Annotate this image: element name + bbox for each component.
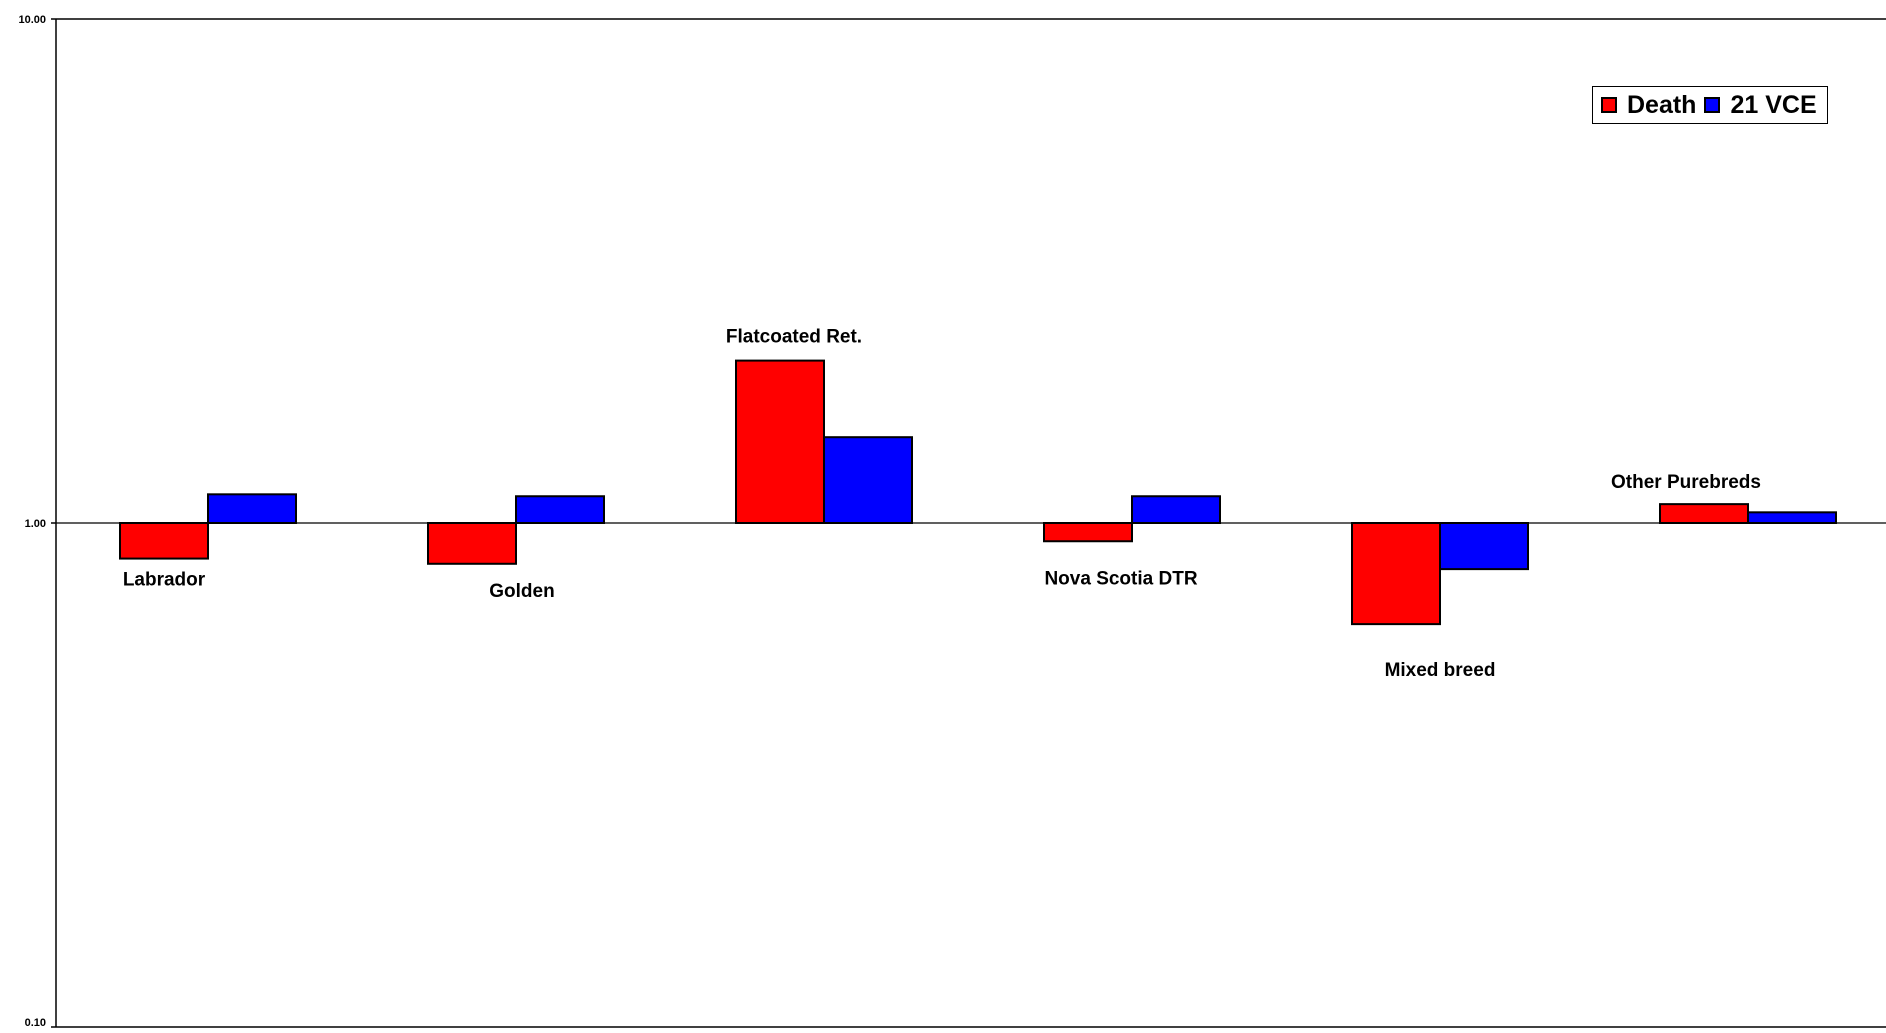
bar-death-flatcoated-ret- [735, 359, 825, 524]
bar-21-vce-flatcoated-ret- [823, 436, 913, 525]
bar-death-other-purebreds [1659, 503, 1749, 525]
category-label-mixed-breed: Mixed breed [1385, 660, 1496, 681]
axes-layer: 10.00 1.00 0.10 [18, 14, 1886, 1029]
bar-death-nova-scotia-dtr [1043, 522, 1133, 543]
category-labels-layer: Labrador Golden Flatcoated Ret. Nova Scotia… [123, 327, 1761, 682]
category-label-golden: Golden [489, 581, 554, 602]
bar-death-labrador [119, 522, 209, 560]
y-tick-label: 1.00 [25, 518, 46, 530]
legend-item-death: Death [1601, 91, 1696, 120]
bar-21-vce-labrador [207, 493, 297, 524]
bar-21-vce-mixed-breed [1439, 522, 1529, 571]
y-tick-label: 0.10 [25, 1017, 46, 1028]
legend-label-death: Death [1627, 90, 1697, 119]
legend-item-21-vce: 21 VCE [1704, 90, 1817, 120]
bar-death-golden [427, 522, 517, 565]
bar-21-vce-nova-scotia-dtr [1131, 495, 1221, 525]
death-swatch-icon [1601, 97, 1617, 113]
y-tick-label: 10.00 [18, 14, 46, 26]
legend: Death 21 VCE [1592, 86, 1828, 124]
category-label-nova-scotia-dtr: Nova Scotia DTR [1044, 568, 1197, 589]
21-vce-swatch-icon [1704, 97, 1721, 113]
category-label-labrador: Labrador [123, 570, 206, 591]
category-label-flatcoated-ret-: Flatcoated Ret. [726, 327, 862, 348]
category-label-other-purebreds: Other Purebreds [1611, 472, 1761, 493]
bars-layer [119, 359, 1837, 626]
bar-21-vce-other-purebreds [1747, 511, 1837, 525]
bar-21-vce-golden [515, 495, 605, 525]
legend-label-21-vce: 21 VCE [1730, 90, 1817, 119]
bar-death-mixed-breed [1351, 522, 1441, 626]
